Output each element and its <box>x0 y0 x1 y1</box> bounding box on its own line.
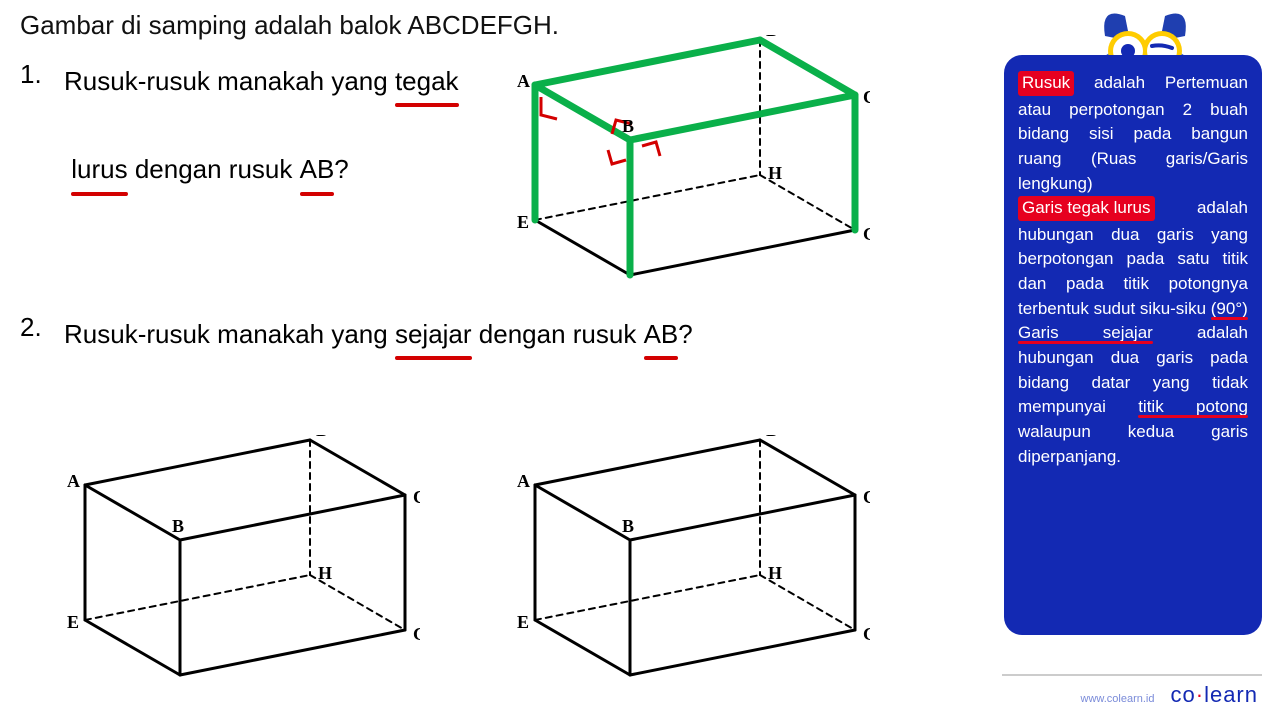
q1-l2-mid: dengan rusuk <box>128 154 300 184</box>
svg-text:H: H <box>768 163 782 183</box>
svg-text:F: F <box>176 679 187 680</box>
footer: www.colearn.id co·learn <box>1081 682 1258 708</box>
def-90: (90°) <box>1211 299 1248 318</box>
q2-end: ? <box>678 319 692 349</box>
cuboid-bottom-right: A D C B E H G F <box>510 435 870 680</box>
q2-number: 2. <box>20 312 64 343</box>
question-2: 2. Rusuk-rusuk manakah yang sejajar deng… <box>20 312 980 356</box>
svg-text:C: C <box>413 487 420 507</box>
q2-mid: dengan rusuk <box>472 319 644 349</box>
q2-text: Rusuk-rusuk manakah yang sejajar dengan … <box>64 312 693 356</box>
svg-text:D: D <box>766 435 779 440</box>
q1-l2-u1: lurus <box>71 147 127 191</box>
term-rusuk: Rusuk <box>1018 71 1074 96</box>
svg-text:D: D <box>316 435 329 440</box>
footer-url: www.colearn.id <box>1081 693 1155 705</box>
brand-logo: co·learn <box>1171 682 1259 708</box>
brand-dot: · <box>1196 682 1204 707</box>
q2-u2: AB <box>644 312 679 356</box>
svg-text:H: H <box>318 563 332 583</box>
svg-text:B: B <box>622 116 634 136</box>
q1-text: Rusuk-rusuk manakah yang tegak lurus den… <box>64 59 459 192</box>
svg-text:G: G <box>413 624 420 644</box>
svg-text:C: C <box>863 487 870 507</box>
svg-text:A: A <box>517 471 530 491</box>
brand-pre: co <box>1171 682 1196 707</box>
cuboid-top: A D C B E H G F <box>510 35 870 280</box>
svg-text:A: A <box>67 471 80 491</box>
svg-text:C: C <box>863 87 870 107</box>
q2-pre: Rusuk-rusuk manakah yang <box>64 319 395 349</box>
q1-l2-u2: AB <box>300 147 335 191</box>
def-sejajar-2: walaupun kedua garis diperpanjang. <box>1018 422 1248 466</box>
brand-post: learn <box>1204 682 1258 707</box>
svg-text:A: A <box>517 71 530 91</box>
svg-text:E: E <box>517 612 529 632</box>
q2-u1: sejajar <box>395 312 472 356</box>
svg-text:G: G <box>863 624 870 644</box>
term-tegak-lurus: Garis tegak lurus <box>1018 196 1155 221</box>
svg-text:G: G <box>863 224 870 244</box>
svg-text:B: B <box>172 516 184 536</box>
svg-text:F: F <box>626 279 637 280</box>
def-titik-potong: titik potong <box>1138 397 1248 416</box>
svg-text:D: D <box>766 35 779 40</box>
svg-text:E: E <box>517 212 529 232</box>
q1-number: 1. <box>20 59 64 90</box>
term-sejajar: Garis sejajar <box>1018 323 1153 342</box>
q1-l2-end: ? <box>334 154 348 184</box>
question-1: 1. Rusuk-rusuk manakah yang tegak lurus … <box>20 59 520 192</box>
q1-l1-u: tegak <box>395 59 459 103</box>
definition-sidebar: Rusuk adalah Pertemuan atau perpotongan … <box>1004 55 1262 635</box>
svg-text:B: B <box>622 516 634 536</box>
q1-l1-pre: Rusuk-rusuk manakah yang <box>64 66 395 96</box>
cuboid-bottom-left: A D C B E H G F <box>60 435 420 680</box>
svg-text:F: F <box>626 679 637 680</box>
footer-divider <box>1002 674 1262 676</box>
svg-text:H: H <box>768 563 782 583</box>
svg-text:E: E <box>67 612 79 632</box>
